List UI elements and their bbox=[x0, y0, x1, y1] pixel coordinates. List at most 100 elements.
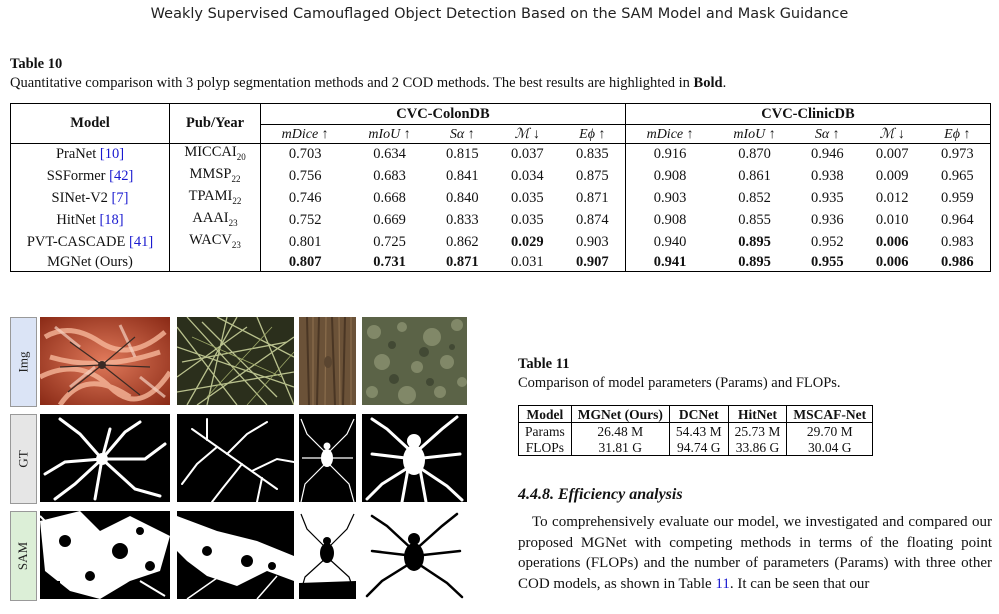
metric-value-cell: 0.940 bbox=[624, 231, 715, 254]
row-label-gt: GT bbox=[10, 414, 37, 504]
sam-sample-1 bbox=[40, 511, 170, 599]
citation-link[interactable]: [41] bbox=[129, 234, 154, 250]
citation-link[interactable]: [18] bbox=[99, 212, 124, 229]
group-clinicdb-header: CVC-ClinicDB bbox=[624, 103, 992, 125]
group-colondb-header: CVC-ColonDB bbox=[260, 103, 626, 125]
img-sample-4 bbox=[362, 317, 467, 405]
table11-cell: 33.86 G bbox=[727, 439, 788, 456]
gt-sample-3 bbox=[299, 414, 356, 502]
metric-value-cell: 0.908 bbox=[624, 209, 715, 232]
model-name-cell: MGNet (Ours) bbox=[10, 253, 170, 272]
metric-header: mIoU ↑ bbox=[349, 124, 430, 144]
metric-value-cell: 0.006 bbox=[875, 253, 909, 270]
table10-row: SINet-V2 [7] TPAMI22 0.746 0.668 0.840 0.035 0… bbox=[10, 187, 991, 210]
section-title: 4.4.8. Efficiency analysis bbox=[518, 486, 683, 503]
col-model-header: Model bbox=[10, 103, 170, 144]
sam-sample-2 bbox=[177, 511, 294, 599]
metric-value-cell: 0.938 bbox=[810, 168, 844, 185]
table11-label: Table 11 bbox=[518, 356, 570, 372]
metric-value-cell: 0.870 bbox=[738, 146, 771, 163]
metric-value-cell: 0.903 bbox=[576, 234, 609, 250]
metric-header: ℳ ↓ bbox=[859, 124, 925, 144]
metric-value-cell: 0.840 bbox=[446, 190, 479, 207]
metric-value-cell: 0.935 bbox=[810, 190, 844, 207]
gt-sample-4 bbox=[362, 414, 467, 502]
metric-value-cell: 0.031 bbox=[510, 253, 544, 270]
metric-value-cell: 0.815 bbox=[446, 146, 479, 163]
table11-cell: 54.43 M bbox=[668, 422, 729, 439]
metric-header: Eϕ ↑ bbox=[559, 124, 626, 144]
pub-year-cell: MICCAI20 bbox=[169, 143, 261, 166]
metric-header: ℳ ↓ bbox=[494, 124, 560, 144]
metric-value-cell: 0.916 bbox=[624, 143, 715, 166]
table11-cell: 94.74 G bbox=[668, 439, 729, 456]
sam-sample-3 bbox=[299, 511, 356, 599]
metric-value-cell: 0.807 bbox=[260, 253, 350, 272]
metric-value-cell: 0.007 bbox=[875, 146, 909, 163]
img-sample-1 bbox=[40, 317, 170, 405]
table11-cell: 31.81 G bbox=[570, 439, 670, 456]
table10-row: MGNet (Ours) 0.807 0.731 0.871 0.031 0.907 0.9… bbox=[10, 253, 991, 272]
table11-cell: FLOPs bbox=[518, 439, 572, 456]
table11-header: HitNet bbox=[727, 405, 788, 423]
metric-value-cell: 0.852 bbox=[738, 190, 771, 207]
model-name-cell: PraNet [10] bbox=[10, 143, 170, 166]
citation-link[interactable]: [10] bbox=[99, 146, 125, 163]
gt-sample-2 bbox=[177, 414, 294, 502]
model-name-cell: SINet-V2 [7] bbox=[10, 187, 170, 210]
pub-year-cell bbox=[169, 253, 261, 272]
metric-value-cell: 0.874 bbox=[576, 212, 609, 229]
citation-link[interactable]: [42] bbox=[109, 168, 134, 185]
metric-value-cell: 0.952 bbox=[810, 234, 844, 250]
metric-value-cell: 0.731 bbox=[373, 253, 406, 270]
metric-value-cell: 0.683 bbox=[373, 168, 406, 185]
metric-value-cell: 0.703 bbox=[260, 143, 350, 166]
table11-header: Model bbox=[518, 405, 572, 423]
table11-caption: Comparison of model parameters (Params) … bbox=[518, 375, 841, 391]
citation-link[interactable]: [7] bbox=[111, 190, 129, 207]
metric-value-cell: 0.875 bbox=[576, 168, 609, 185]
pub-year-cell: AAAI23 bbox=[169, 209, 261, 232]
col-pub-header: Pub/Year bbox=[169, 103, 261, 144]
table10-row: HitNet [18] AAAI23 0.752 0.669 0.833 0.035 0.8… bbox=[10, 209, 991, 232]
metric-value-cell: 0.668 bbox=[373, 190, 406, 207]
metric-value-cell: 0.756 bbox=[260, 165, 350, 188]
metric-value-cell: 0.907 bbox=[576, 253, 609, 270]
table10-row: SSFormer [42] MMSP22 0.756 0.683 0.841 0.034 0… bbox=[10, 165, 991, 188]
metric-value-cell: 0.006 bbox=[875, 234, 909, 250]
metric-value-cell: 0.861 bbox=[738, 168, 771, 185]
metric-value-cell: 0.010 bbox=[875, 212, 909, 229]
metric-value-cell: 0.855 bbox=[738, 212, 771, 229]
metric-value-cell: 0.862 bbox=[446, 234, 479, 250]
pub-year-cell: WACV23 bbox=[169, 231, 261, 254]
metric-value-cell: 0.986 bbox=[941, 253, 974, 270]
metric-value-cell: 0.871 bbox=[576, 190, 609, 207]
metric-value-cell: 0.895 bbox=[738, 234, 771, 250]
row-label-img: Img bbox=[10, 317, 37, 407]
table11: Model MGNet (Ours) DCNet HitNet MSCAF-Net Pa… bbox=[518, 405, 874, 456]
metric-value-cell: 0.959 bbox=[941, 190, 974, 207]
metric-header: Sα ↑ bbox=[429, 124, 495, 144]
pub-year-cell: MMSP22 bbox=[169, 165, 261, 188]
metric-value-cell: 0.801 bbox=[260, 231, 350, 254]
metric-value-cell: 0.725 bbox=[373, 234, 406, 250]
table11-cell: 30.04 G bbox=[786, 439, 874, 456]
table10-label: Table 10 bbox=[10, 56, 63, 72]
metric-value-cell: 0.035 bbox=[510, 190, 544, 207]
table10-row: PVT-CASCADE [41] WACV23 0.801 0.725 0.862 0.0… bbox=[10, 231, 991, 254]
metric-value-cell: 0.634 bbox=[373, 146, 406, 163]
metric-header: mIoU ↑ bbox=[714, 124, 795, 144]
table11-cell: 25.73 M bbox=[727, 422, 788, 439]
section-paragraph: To comprehensively evaluate our model, w… bbox=[518, 514, 992, 592]
metric-header: Sα ↑ bbox=[794, 124, 860, 144]
metric-value-cell: 0.871 bbox=[446, 253, 479, 270]
metric-value-cell: 0.903 bbox=[624, 187, 715, 210]
table10-row: PraNet [10] MICCAI20 0.703 0.634 0.815 0.037 0… bbox=[10, 143, 991, 166]
metric-value-cell: 0.035 bbox=[510, 212, 544, 229]
pub-year-cell: TPAMI22 bbox=[169, 187, 261, 210]
metric-value-cell: 0.841 bbox=[446, 168, 479, 185]
running-header: Weakly Supervised Camouflaged Object Det… bbox=[150, 6, 849, 22]
metric-value-cell: 0.946 bbox=[810, 146, 844, 163]
metric-value-cell: 0.964 bbox=[941, 212, 974, 229]
metric-value-cell: 0.029 bbox=[510, 234, 544, 250]
